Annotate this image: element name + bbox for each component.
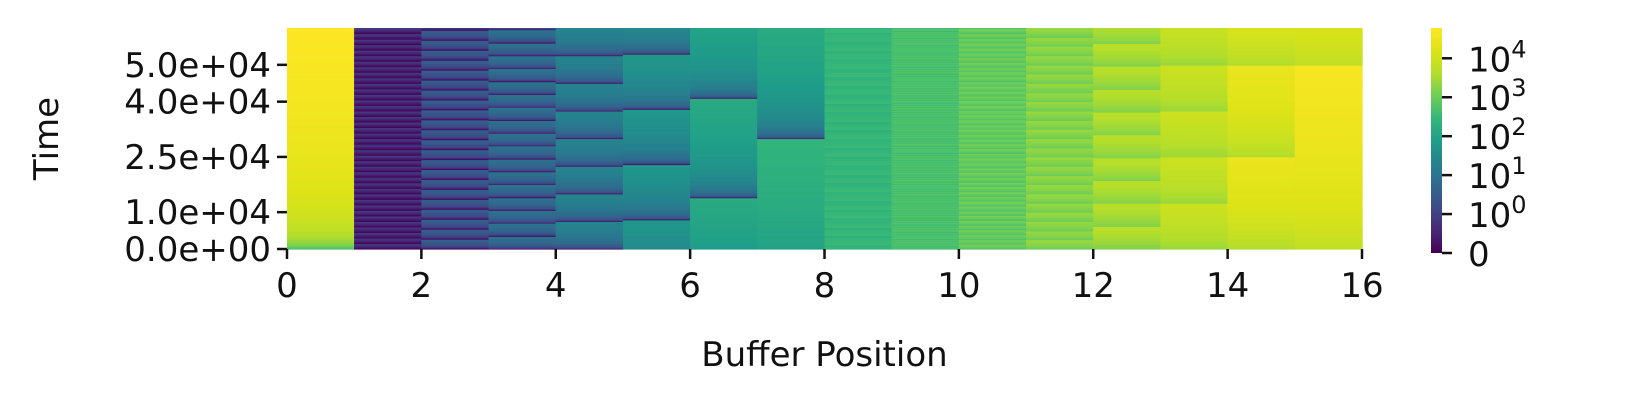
heatmap-cell bbox=[958, 28, 1027, 30]
heatmap-cell bbox=[824, 28, 893, 30]
heatmap-cell bbox=[421, 28, 490, 30]
heatmap-cell bbox=[555, 28, 624, 30]
heatmap-cell bbox=[1026, 28, 1094, 30]
heatmap-cell bbox=[354, 28, 422, 30]
heatmap-column-8 bbox=[824, 28, 893, 250]
heatmap-cell bbox=[287, 28, 355, 30]
heatmap-cells bbox=[287, 28, 1363, 250]
heatmap-column-7 bbox=[757, 28, 826, 250]
heatmap-column-9 bbox=[891, 28, 960, 250]
heatmap-column-5 bbox=[622, 28, 691, 250]
heatmap-column-11 bbox=[1026, 28, 1094, 250]
heatmap-column-3 bbox=[488, 28, 557, 250]
heatmap-cell bbox=[690, 28, 758, 30]
heatmap-column-1 bbox=[354, 28, 422, 250]
heatmap-column-12 bbox=[1093, 28, 1162, 250]
heatmap-column-6 bbox=[690, 28, 758, 250]
heatmap-column-10 bbox=[958, 28, 1027, 250]
heatmap-column-4 bbox=[555, 28, 624, 250]
heatmap-cell bbox=[488, 28, 557, 30]
heatmap-column-2 bbox=[421, 28, 490, 250]
heatmap-column-0 bbox=[287, 28, 355, 250]
heatmap-cell bbox=[757, 28, 826, 30]
heatmap-cell bbox=[622, 28, 691, 30]
heatmap-cell bbox=[891, 28, 960, 30]
